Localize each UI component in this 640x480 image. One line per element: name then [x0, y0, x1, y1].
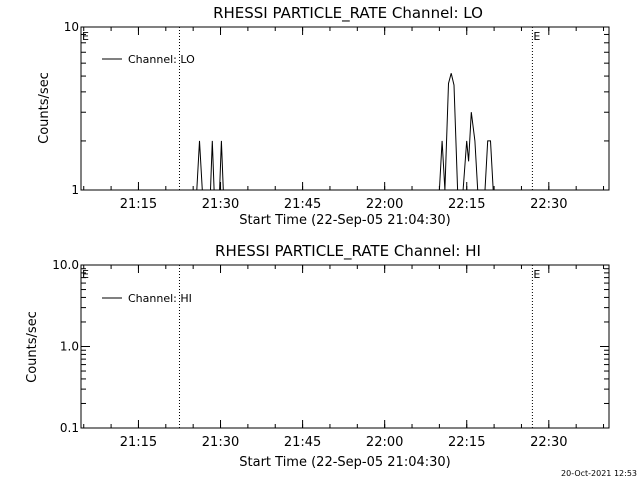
y-tick-label: 1.0	[60, 340, 79, 354]
panel-hi-title: RHESSI PARTICLE_RATE Channel: HI	[215, 242, 481, 261]
x-tick-label: 21:30	[202, 197, 239, 212]
panel-lo-y-axis-ticks: 1 10	[64, 20, 609, 197]
panel-lo-plot-frame	[80, 26, 610, 191]
panel-hi-x-axis-ticks: 21:15 21:30 21:45 22:00 22:15 22:30	[83, 265, 605, 450]
y-tick-label: 0.1	[60, 421, 79, 435]
panel-lo-y-label: Counts/sec	[37, 72, 52, 144]
y-tick-label: 1	[71, 183, 79, 197]
x-tick-label: 21:45	[284, 197, 321, 212]
x-tick-label: 22:00	[366, 197, 403, 212]
event-marker-label: E	[533, 268, 540, 281]
footer-timestamp: 20-Oct-2021 12:53	[561, 469, 637, 478]
panel-lo-legend-label: Channel: LO	[128, 53, 195, 66]
y-tick-label: 10.0	[52, 258, 79, 272]
x-tick-label: 21:45	[284, 435, 321, 450]
panel-lo-title: RHESSI PARTICLE_RATE Channel: LO	[213, 4, 483, 23]
panel-hi-plot-frame	[80, 264, 610, 429]
y-tick-label: 10	[64, 20, 79, 34]
x-tick-label: 22:30	[530, 197, 567, 212]
panel-hi-x-label: Start Time (22-Sep-05 21:04:30)	[239, 455, 450, 470]
event-marker-label: E	[82, 268, 89, 281]
x-tick-label: 22:15	[448, 197, 485, 212]
x-tick-label: 21:15	[120, 435, 157, 450]
event-marker-label: E	[82, 30, 89, 43]
x-tick-label: 22:30	[530, 435, 567, 450]
x-tick-label: 22:00	[366, 435, 403, 450]
panel-hi-y-axis-ticks: 0.1 1.0 10.0	[52, 258, 609, 435]
panel-hi-y-label: Counts/sec	[25, 311, 40, 383]
event-marker-label: E	[533, 30, 540, 43]
x-tick-label: 21:15	[120, 197, 157, 212]
panel-lo-x-axis-ticks: 21:15 21:30 21:45 22:00 22:15 22:30	[83, 27, 605, 212]
x-tick-label: 22:15	[448, 435, 485, 450]
panel-hi-legend-label: Channel: HI	[128, 292, 192, 305]
panel-lo-series-line	[196, 73, 494, 191]
x-tick-label: 21:30	[202, 435, 239, 450]
panel-lo-x-label: Start Time (22-Sep-05 21:04:30)	[239, 213, 450, 228]
